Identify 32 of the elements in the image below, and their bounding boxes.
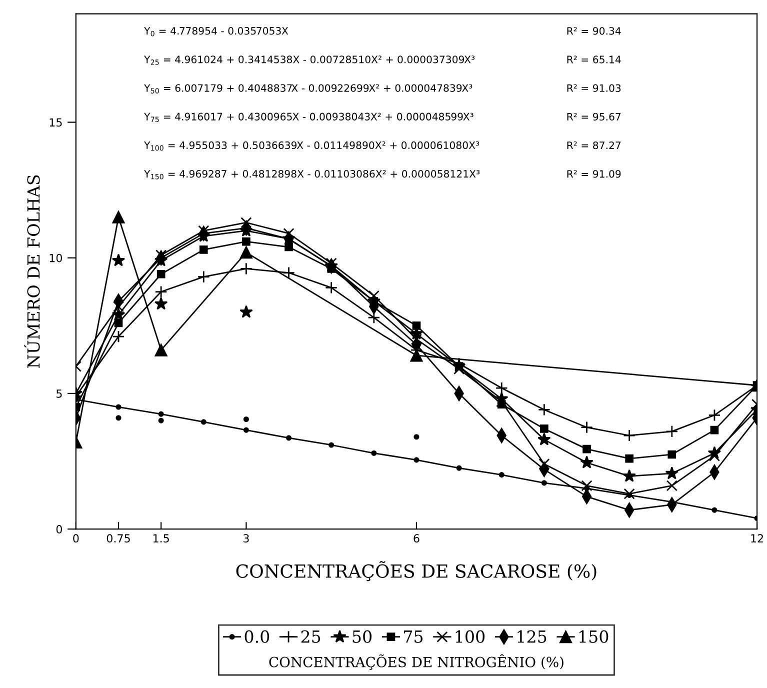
x-tick-label: 12 (751, 534, 763, 542)
legend-label: 0.0 (244, 630, 270, 643)
legend-label: 75 (404, 630, 423, 643)
legend-label: 125 (518, 630, 546, 643)
annotation: Y$_{50}$ = 6.007179 + 0.4048837X - 0.00922699X² + 0.000047839X³ (144, 84, 472, 94)
annotation: Y$_{100}$ = 4.955033 + 0.5036639X - 0.01149890X² + 0.000061080X³ (144, 141, 480, 151)
annotation: R² = 87.27 (567, 141, 621, 150)
y-tick-label: 0 (56, 525, 62, 534)
legend-label: 25 (301, 630, 320, 643)
annotation: R² = 95.67 (567, 112, 621, 121)
x-tick-label: 0.75 (106, 534, 130, 543)
x-tick-label: 1.5 (153, 534, 169, 543)
legend-label: 150 (579, 630, 608, 643)
annotation: R² = 90.34 (567, 27, 621, 35)
annotation: R² = 65.14 (567, 56, 621, 64)
y-tick-label: 10 (50, 254, 62, 262)
y-axis-title: NÚMERO DE FOLHAS (24, 175, 40, 368)
annotation: R² = 91.03 (567, 84, 621, 92)
x-axis-title: CONCENTRAÇÕES DE SACAROSE (%) (236, 561, 596, 582)
annotation: R² = 91.09 (567, 170, 621, 178)
legend-title: CONCENTRAÇÕES DE NITROGÊNIO (%) (269, 654, 564, 670)
x-tick-label: 0 (73, 534, 79, 543)
x-tick-label: 3 (244, 534, 249, 543)
legend-label: 50 (352, 630, 372, 643)
legend-label: 100 (456, 630, 485, 643)
annotation: Y$_{0}$ = 4.778954 - 0.0357053X (144, 26, 288, 36)
x-tick-label: 6 (414, 534, 420, 543)
annotation: Y$_{150}$ = 4.969287 + 0.4812898X - 0.01103086X² + 0.000058121X³ (144, 170, 480, 180)
y-tick-label: 15 (50, 118, 62, 127)
annotation: Y$_{25}$ = 4.961024 + 0.3414538X - 0.00728510X² + 0.000037309X³ (144, 56, 475, 65)
annotation: Y$_{75}$ = 4.916017 + 0.4300965X - 0.00938043X² + 0.000048599X³ (144, 112, 474, 122)
y-tick-label: 5 (56, 390, 62, 398)
